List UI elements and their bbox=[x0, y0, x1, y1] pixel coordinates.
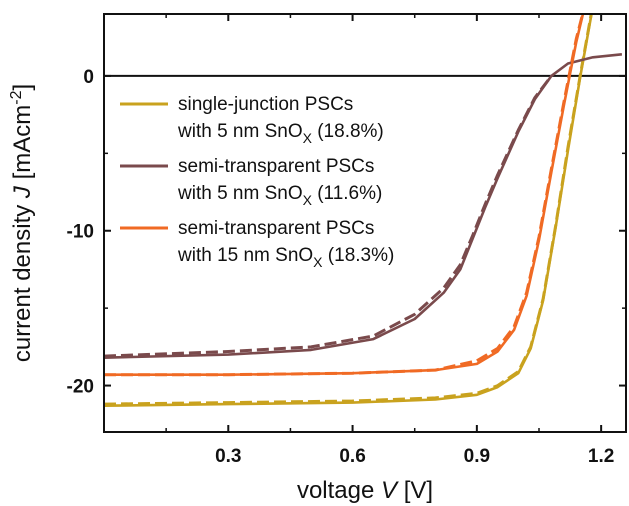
y-axis-label: current density J [mAcm-2] bbox=[8, 84, 36, 362]
x-tick-label: 0.6 bbox=[339, 446, 365, 467]
legend-label-3: semi-transparent PSCs bbox=[178, 218, 374, 239]
x-tick-label: 0.9 bbox=[464, 446, 490, 467]
legend: single-junction PSCs with 5 nm SnOX (18.8… bbox=[120, 94, 394, 270]
legend-detail-3: with 15 nm SnOX (18.3%) bbox=[177, 245, 394, 270]
series-line-2 bbox=[104, 53, 623, 359]
plot-frame bbox=[103, 13, 627, 433]
legend-detail-2: with 5 nm SnOX (11.6%) bbox=[177, 183, 382, 208]
series-group bbox=[104, 14, 623, 407]
y-tick-label: 0 bbox=[83, 67, 94, 88]
x-tick-label: 1.2 bbox=[588, 446, 614, 467]
series-line-3 bbox=[104, 14, 585, 376]
x-tick-label: 0.3 bbox=[215, 446, 241, 467]
legend-label-1: single-junction PSCs bbox=[178, 94, 353, 115]
y-tick-label: -10 bbox=[67, 222, 94, 243]
ticks-group: 0.3 0.6 0.9 1.2 0 -10 -20 bbox=[67, 14, 626, 467]
y-tick-label: -20 bbox=[67, 377, 94, 398]
x-axis-label: voltage V [V] bbox=[297, 477, 433, 504]
legend-detail-1: with 5 nm SnOX (18.8%) bbox=[177, 121, 384, 146]
legend-label-2: semi-transparent PSCs bbox=[178, 156, 374, 177]
series-line-dashed-2 bbox=[104, 74, 553, 358]
series-line-1 bbox=[104, 14, 593, 407]
